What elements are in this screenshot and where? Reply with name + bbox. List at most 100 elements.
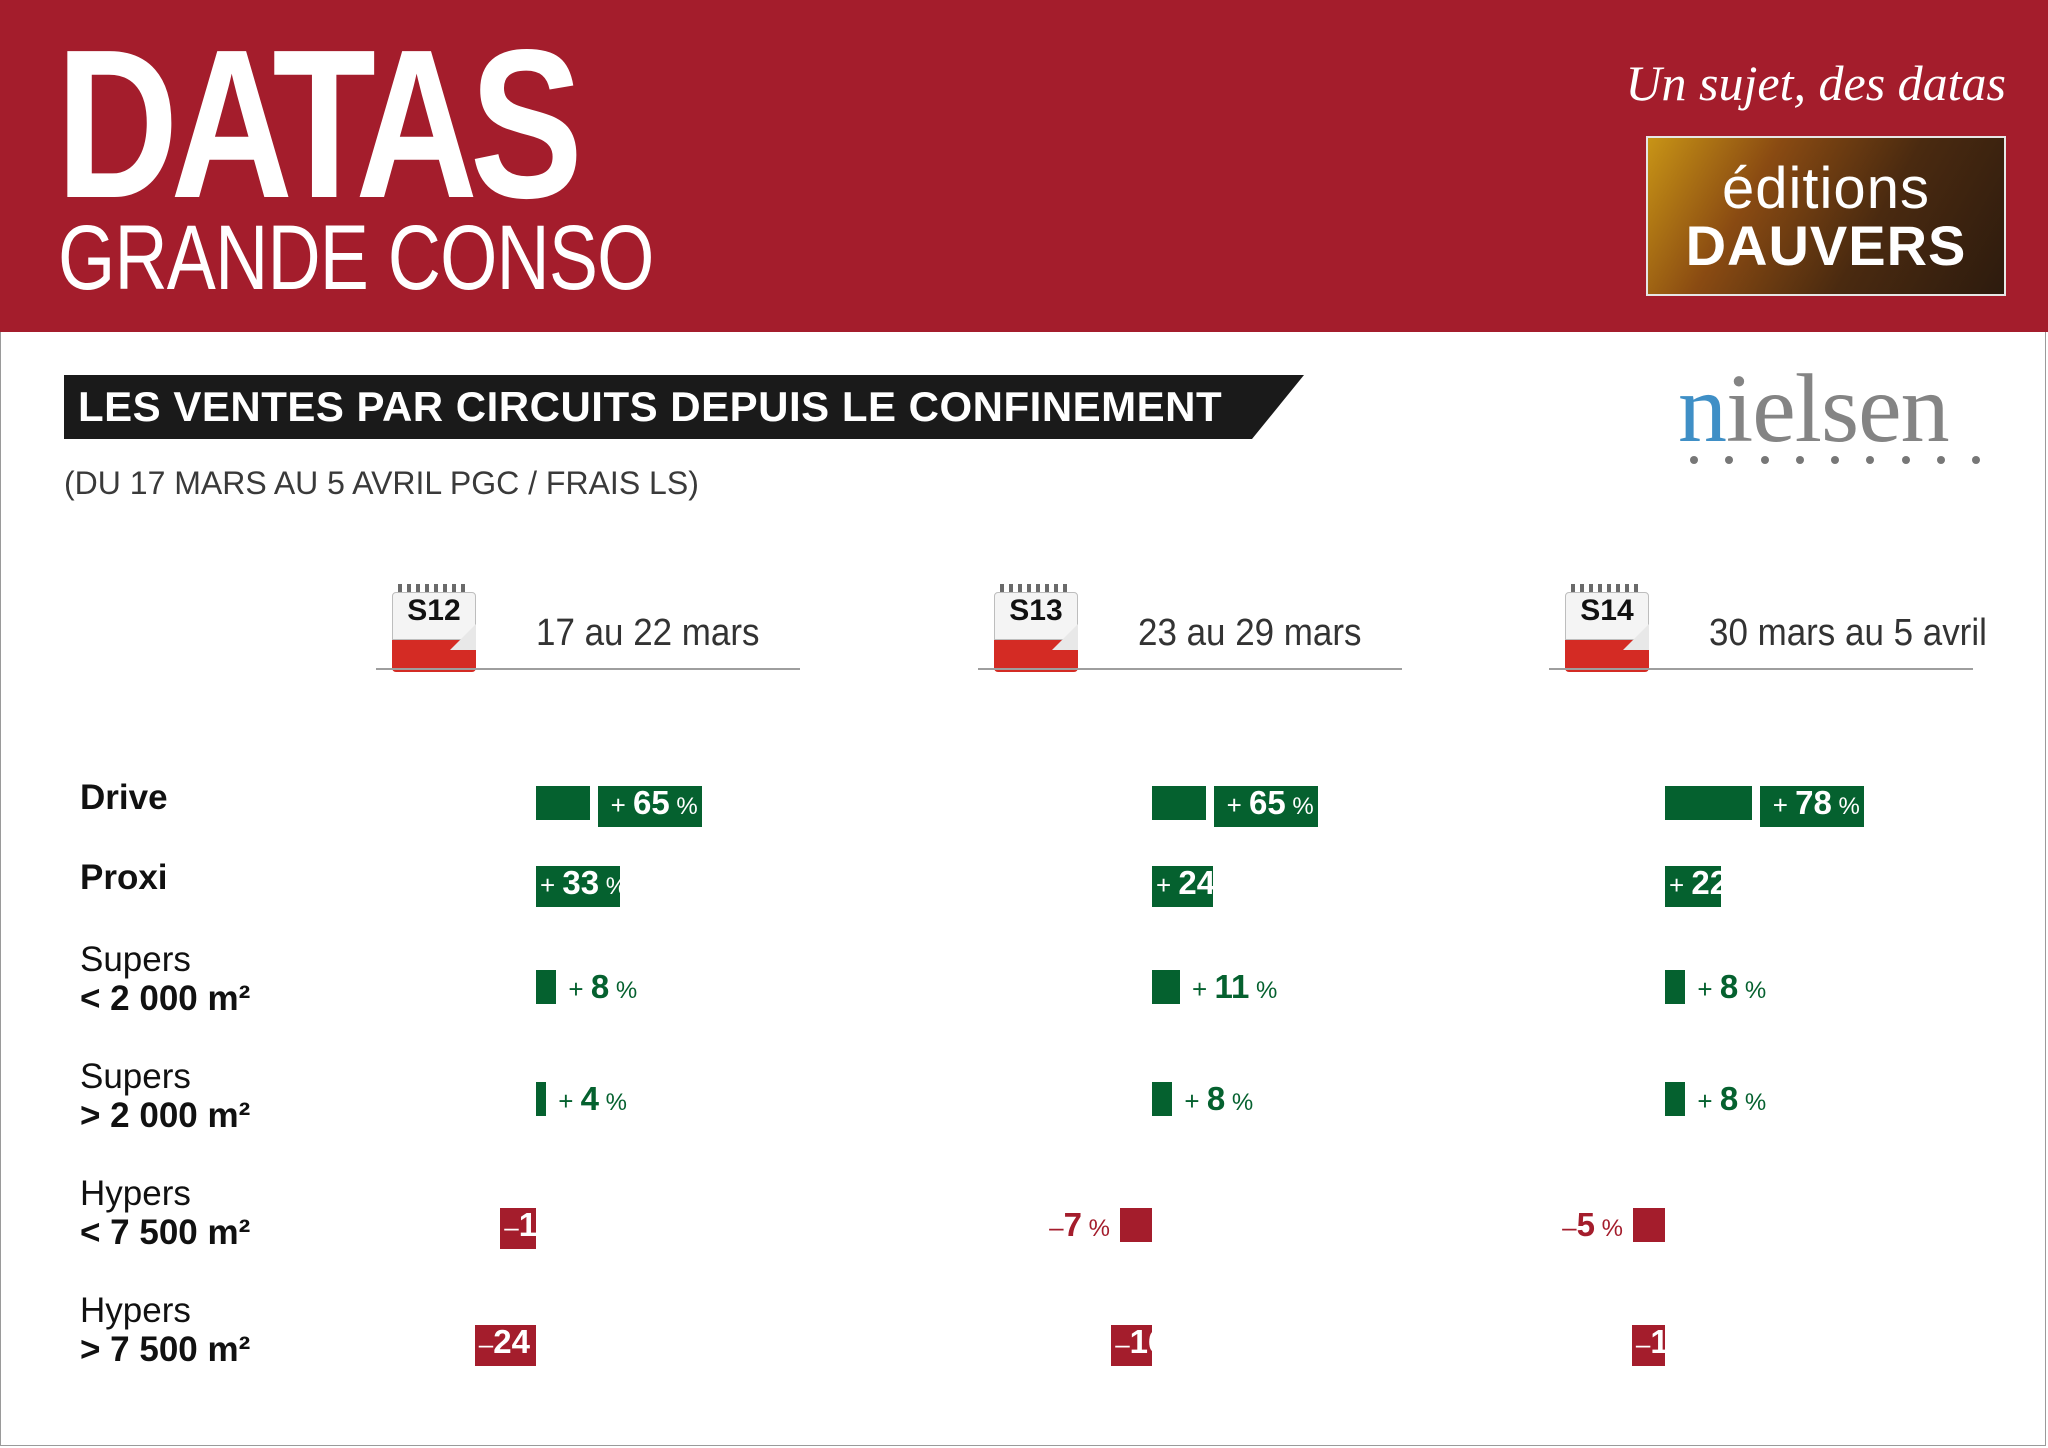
data-label-unit: %	[1738, 1089, 1767, 1116]
data-label-sign: +	[610, 790, 634, 820]
calendar-rings	[1571, 584, 1643, 592]
data-label: + 65 %	[597, 784, 702, 827]
data-label-value: 65	[633, 784, 670, 821]
data-label-unit: %	[555, 1215, 584, 1242]
week-number: S14	[1580, 594, 1634, 627]
data-label-sign: +	[1772, 790, 1796, 820]
category-label: Hypers > 7 500 m²	[80, 1291, 250, 1369]
data-label-value: 8	[1206, 1080, 1226, 1117]
week-dates: 30 mars au 5 avril	[1709, 612, 1987, 654]
data-label: –14 %	[500, 1208, 584, 1249]
category-label-line1: Proxi	[80, 858, 168, 897]
data-label-value: 11	[1214, 968, 1250, 1005]
bar	[1665, 970, 1686, 1004]
data-label: + 4 %	[558, 1082, 627, 1123]
logo-dot	[1725, 456, 1734, 464]
data-label-value: 24	[493, 1323, 530, 1360]
bar	[1152, 970, 1181, 1004]
logo-dot	[1831, 456, 1839, 464]
data-label-sign: +	[540, 870, 563, 900]
logo-dot	[1901, 456, 1910, 464]
publisher-logo: éditions DAUVERS	[1646, 136, 2006, 296]
data-label-sign: +	[1697, 974, 1720, 1004]
calendar-curl	[1052, 624, 1078, 650]
data-label: –24 %	[474, 1323, 558, 1366]
logo-dot	[1690, 456, 1698, 464]
data-label-value: 78	[1795, 784, 1832, 821]
data-label: + 78 %	[1759, 784, 1864, 827]
category-label-line2: > 2 000 m²	[80, 1096, 251, 1135]
data-label-sign: –	[1049, 1212, 1064, 1242]
data-label-unit: %	[1687, 1332, 1716, 1359]
category-label: Drive	[80, 778, 168, 817]
data-label-sign: +	[1226, 790, 1250, 820]
source-logo-rest: ielsen	[1726, 355, 1950, 463]
category-label: Hypers < 7 500 m²	[80, 1174, 250, 1252]
data-label-sign: +	[568, 974, 591, 1004]
data-label-unit: %	[609, 977, 638, 1004]
bar	[1665, 786, 1752, 820]
category-label-line1: Drive	[80, 778, 168, 817]
bar	[1633, 1208, 1665, 1242]
data-label-unit: %	[1831, 793, 1860, 820]
data-label-unit: %	[1215, 873, 1244, 900]
data-label-unit: %	[1081, 1215, 1110, 1242]
data-label-unit: %	[529, 1332, 558, 1359]
calendar-curl	[450, 624, 476, 650]
category-label-line2: < 2 000 m²	[80, 979, 251, 1018]
data-label: + 8 %	[1697, 1082, 1766, 1123]
calendar-icon: S13	[994, 584, 1078, 674]
data-label: + 22 %	[1665, 866, 1756, 907]
data-label-unit: %	[669, 793, 698, 820]
data-label: + 8 %	[1697, 970, 1766, 1011]
category-label-line1: Supers	[80, 940, 191, 979]
data-label-sign: +	[558, 1086, 581, 1116]
data-label-unit: %	[1249, 977, 1278, 1004]
data-label-sign: –	[478, 1329, 494, 1359]
data-label-value: 8	[1719, 1080, 1739, 1117]
data-label-unit: %	[599, 873, 628, 900]
logo-dot	[1936, 456, 1945, 464]
data-label-value: 8	[1719, 968, 1739, 1005]
data-label-sign: +	[1184, 1086, 1207, 1116]
data-label: + 65 %	[1213, 786, 1318, 827]
week-divider	[376, 668, 800, 670]
data-label: + 11 %	[1192, 970, 1277, 1011]
data-label: + 8 %	[568, 970, 637, 1011]
bar	[536, 1082, 547, 1116]
category-label: Proxi	[80, 858, 168, 897]
category-label-line2: > 7 500 m²	[80, 1330, 251, 1369]
bar	[536, 970, 557, 1004]
bar	[1152, 786, 1206, 820]
logo-dot	[1760, 456, 1769, 464]
source-logo-dots	[1690, 456, 1980, 464]
source-logo: nielsen	[1678, 360, 1950, 458]
data-label-value: 8	[590, 968, 610, 1005]
week-divider	[978, 668, 1402, 670]
week-dates: 23 au 29 mars	[1138, 612, 1362, 654]
bar	[1120, 1208, 1152, 1242]
data-label-value: 33	[562, 864, 600, 901]
data-label-value: 4	[580, 1080, 599, 1117]
week-dates: 17 au 22 mars	[536, 612, 760, 654]
calendar-icon: S12	[392, 584, 476, 674]
bar	[536, 786, 590, 820]
chart-subtitle: (DU 17 MARS AU 5 AVRIL PGC / FRAIS LS)	[64, 465, 699, 501]
category-label: Supers > 2 000 m²	[80, 1057, 250, 1135]
logo-dot	[1972, 456, 1980, 464]
data-label: + 24 %	[1152, 866, 1243, 907]
data-label-unit: %	[1285, 793, 1314, 820]
bar	[1152, 1082, 1173, 1116]
data-label: –16 %	[1111, 1325, 1194, 1366]
data-label-unit: %	[1594, 1215, 1623, 1242]
section-title-bar	[64, 375, 1304, 439]
calendar-curl	[1623, 624, 1649, 650]
data-label-sign: –	[1562, 1212, 1577, 1242]
main-subtitle: GRANDE CONSO	[58, 207, 654, 309]
data-label-sign: –	[504, 1212, 519, 1242]
calendar-rings	[398, 584, 470, 592]
week-divider	[1549, 668, 1973, 670]
data-label-unit: %	[1738, 977, 1767, 1004]
data-label-sign: +	[1156, 870, 1179, 900]
header-banner: DATAS GRANDE CONSO Un sujet, des datas é…	[0, 0, 2048, 332]
